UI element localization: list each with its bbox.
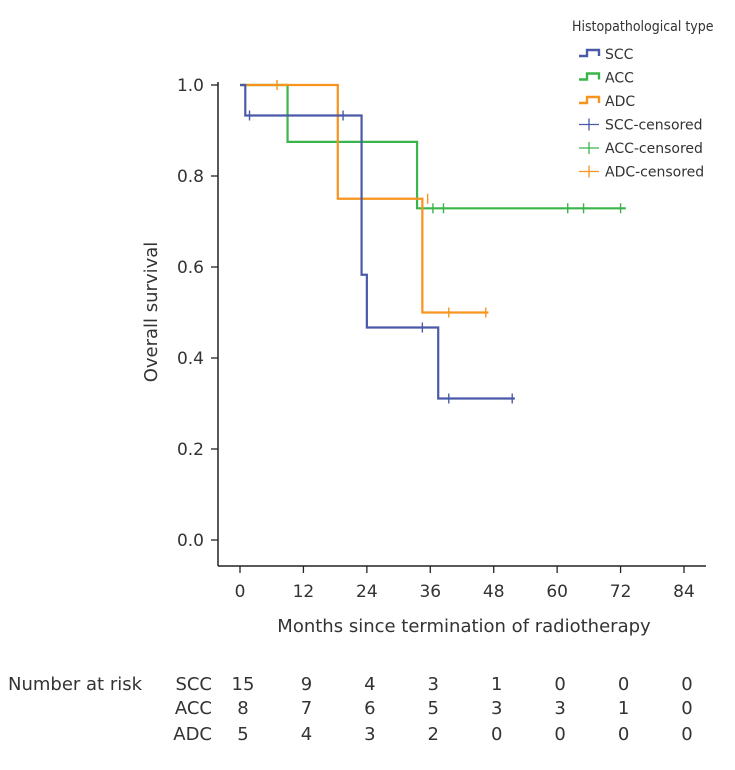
risk-value: 5 (237, 724, 248, 745)
survival-curves (240, 83, 626, 400)
x-tick-label: 60 (546, 582, 568, 602)
series-adc-line (240, 83, 489, 314)
risk-value: 0 (681, 698, 692, 719)
risk-value: 15 (232, 674, 255, 695)
legend-swatch (579, 95, 601, 105)
risk-row-label: ADC (173, 724, 212, 745)
risk-value: 0 (491, 724, 502, 745)
series-acc-line (240, 83, 626, 210)
legend-item-adc: ADC (579, 94, 635, 110)
series-scc-line (240, 83, 515, 400)
legend-swatch (579, 118, 599, 131)
risk-value: 3 (554, 698, 565, 719)
x-tick-label: 48 (483, 582, 505, 602)
legend-swatch (579, 165, 599, 178)
x-tick-label: 84 (673, 582, 695, 602)
legend-label: ADC (605, 94, 635, 110)
x-axis-title: Months since termination of radiotherapy (277, 616, 651, 637)
y-tick-label: 0.8 (177, 167, 204, 187)
legend-item-adc-censored: ADC-censored (579, 165, 704, 181)
risk-value: 3 (364, 724, 375, 745)
risk-value: 8 (237, 698, 248, 719)
y-tick-label: 0.6 (177, 258, 204, 278)
x-tick-label: 36 (419, 582, 441, 602)
legend-swatch (579, 142, 599, 154)
risk-value: 3 (428, 674, 439, 695)
legend-label: ACC-censored (605, 141, 703, 157)
risk-value: 4 (301, 724, 312, 745)
risk-table-title: Number at risk (8, 674, 143, 695)
risk-value: 0 (554, 674, 565, 695)
risk-value: 7 (301, 698, 312, 719)
legend-item-acc: ACC (579, 71, 634, 87)
risk-row-scc: SCC 15 9 4 3 1 0 0 0 (175, 674, 692, 695)
risk-value: 0 (618, 724, 629, 745)
risk-value: 2 (428, 724, 439, 745)
axes: 0 12 24 36 48 60 72 84 0.0 0.2 0.4 0.6 0.8 1.0 (177, 76, 706, 602)
legend-title: Histopathological type (572, 19, 714, 35)
risk-row-label: ACC (175, 698, 212, 719)
legend: SCC ACC ADC SCC-censored ACC-censored ADC-cen… (579, 47, 704, 181)
legend-label: ADC-censored (605, 165, 704, 181)
legend-label: SCC-censored (605, 118, 702, 134)
risk-value: 3 (491, 698, 502, 719)
risk-value: 1 (618, 698, 629, 719)
risk-row-label: SCC (175, 674, 212, 695)
legend-item-acc-censored: ACC-censored (579, 141, 703, 157)
risk-value: 9 (301, 674, 312, 695)
legend-label: ACC (605, 71, 634, 87)
risk-table: SCC 15 9 4 3 1 0 0 0 ACC 8 7 6 5 3 3 1 0 ADC 5 4 3 2 0 0 0 0 (173, 674, 692, 745)
legend-label: SCC (605, 47, 634, 63)
legend-item-scc-censored: SCC-censored (579, 118, 702, 134)
risk-value: 0 (618, 674, 629, 695)
risk-value: 1 (491, 674, 502, 695)
y-tick-label: 1.0 (177, 76, 204, 96)
legend-swatch (579, 48, 601, 58)
risk-value: 0 (554, 724, 565, 745)
risk-row-adc: ADC 5 4 3 2 0 0 0 0 (173, 724, 692, 745)
y-tick-label: 0.4 (177, 349, 204, 369)
risk-value: 6 (364, 698, 375, 719)
risk-row-acc: ACC 8 7 6 5 3 3 1 0 (175, 698, 693, 719)
y-axis-title: Overall survival (141, 242, 162, 383)
x-tick-label: 12 (293, 582, 315, 602)
risk-value: 0 (681, 724, 692, 745)
legend-item-scc: SCC (579, 47, 634, 63)
x-tick-label: 0 (235, 582, 246, 602)
risk-value: 4 (364, 674, 375, 695)
legend-swatch (579, 72, 601, 81)
risk-value: 5 (428, 698, 439, 719)
risk-value: 0 (681, 674, 692, 695)
x-tick-label: 72 (610, 582, 632, 602)
y-tick-label: 0.2 (177, 440, 204, 460)
y-tick-label: 0.0 (177, 531, 204, 551)
x-tick-label: 24 (356, 582, 378, 602)
censor-marks (248, 80, 622, 404)
